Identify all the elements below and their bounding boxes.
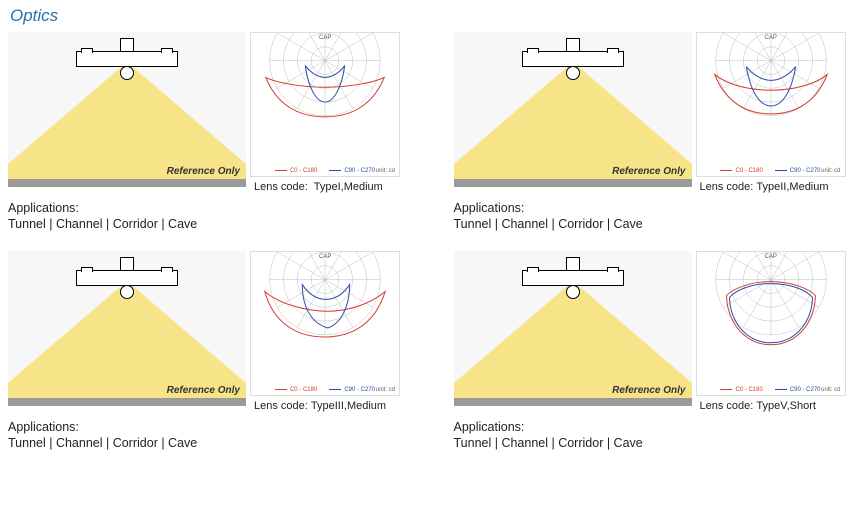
applications-list: Tunnel | Channel | Corridor | Cave [8,217,405,231]
beam-scene: Reference Only [8,251,246,406]
light-beam-icon [8,281,246,401]
luminaire-icon [76,257,178,286]
optics-cell: Reference Only CAP C0 - C180C90 - C270 u… [8,251,405,450]
reference-only-label: Reference Only [167,385,240,396]
polar-plot: CAP C0 - C180C90 - C270 unit: cd [250,251,400,396]
polar-plot: CAP C0 - C180C90 - C270 unit: cd [696,32,846,177]
reference-only-label: Reference Only [612,385,685,396]
beam-scene: Reference Only [454,32,692,187]
beam-scene: Reference Only [454,251,692,406]
beam-scene: Reference Only [8,32,246,187]
floor-line [8,398,246,406]
luminaire-icon [522,257,624,286]
legend-c0: C0 - C180 [275,168,317,174]
floor-line [8,179,246,187]
optics-grid: Reference Only CAP C0 - C180 C90 - C270 [8,32,851,450]
light-beam-icon [8,62,246,182]
floor-line [454,179,692,187]
reference-only-label: Reference Only [167,166,240,177]
luminaire-icon [522,38,624,67]
optics-cell: Reference Only CAP C0 - C180 C90 - C270 [8,32,405,231]
polar-svg [251,33,399,176]
polar-plot: CAP C0 - C180C90 - C270 unit: cd [696,251,846,396]
section-title: Optics [10,6,851,26]
light-beam-icon [454,281,692,401]
polar-plot: CAP C0 - C180 C90 - C270 unit: cd [250,32,400,177]
optics-cell: Reference Only CAP C0 - C180C90 - C270 u… [454,251,851,450]
lens-code-label: Lens code: TypeI,Medium [254,181,400,193]
applications-heading: Applications: [8,201,405,215]
polar-head-label: CAP [319,35,331,41]
polar-unit-label: unit: cd [376,168,395,174]
floor-line [454,398,692,406]
reference-only-label: Reference Only [612,166,685,177]
legend-c90: C90 - C270 [329,168,375,174]
optics-cell: Reference Only CAP C0 - C180C90 - C270 u… [454,32,851,231]
light-beam-icon [454,62,692,182]
luminaire-icon [76,38,178,67]
optics-page: Optics Reference Only [0,0,859,520]
